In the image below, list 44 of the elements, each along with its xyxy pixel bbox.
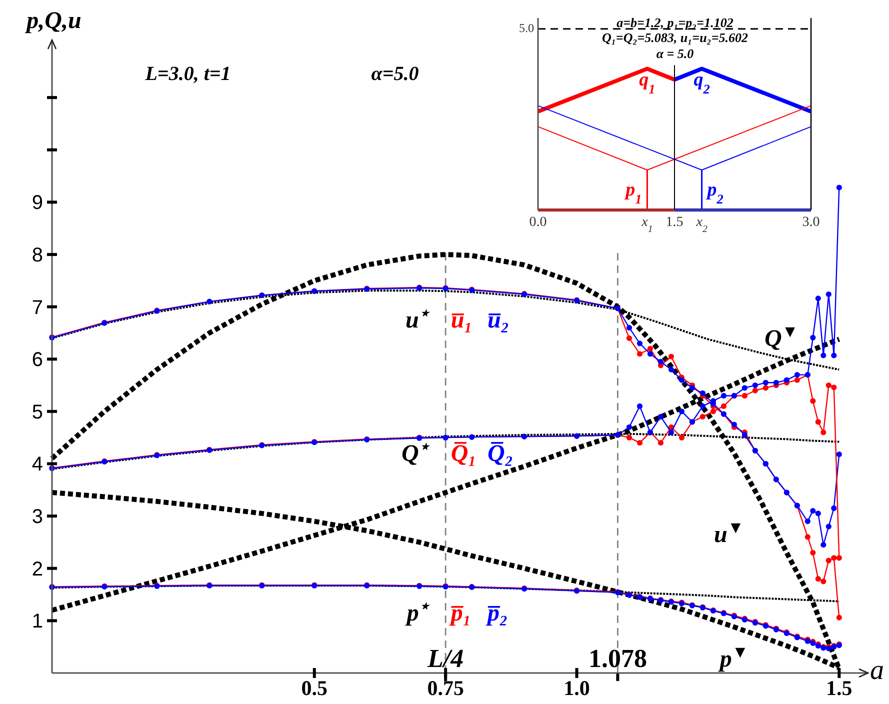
y-tick-label: 6 bbox=[32, 349, 43, 372]
annotation: α = 5.0 bbox=[656, 46, 694, 61]
ref-line-label: 1.078 bbox=[588, 644, 647, 673]
series-label: Q̅₁ bbox=[450, 441, 477, 468]
text: 5.0 bbox=[519, 21, 534, 35]
x-tick-label: 1.0 bbox=[564, 676, 590, 700]
x-tick-label: x$_{1}$ bbox=[640, 215, 653, 234]
y-tick-label: 7 bbox=[32, 296, 43, 319]
x-tick-label: 1.5 bbox=[826, 676, 852, 700]
x-tick-label: 1.5 bbox=[666, 215, 684, 230]
x-axis-title: a bbox=[870, 655, 884, 686]
chart-subtitle: Q₁=Q₂=5.083, u₁=u₂=5.602 bbox=[602, 30, 748, 45]
y-tick-label: 3 bbox=[32, 506, 43, 528]
series-label: Q$^{▼}$ bbox=[764, 322, 798, 352]
series-label: p̅₁ bbox=[448, 600, 472, 627]
series-label: q$_{1}$ bbox=[639, 69, 656, 96]
series-label: Q̅₂ bbox=[488, 441, 514, 468]
series-label: p$_{2}$ bbox=[705, 180, 724, 206]
series-label: u$^{▼}$ bbox=[714, 518, 744, 548]
series-label: u$^{⋆}$ bbox=[405, 303, 431, 334]
series-label: Q$^{⋆}$ bbox=[401, 436, 431, 468]
series-label: u̅₁ bbox=[450, 308, 473, 334]
series-label: p$_{1}$ bbox=[624, 180, 642, 206]
x-tick-label: 3.0 bbox=[802, 215, 820, 230]
y-tick-label: 9 bbox=[32, 192, 43, 214]
y-tick-label: 4 bbox=[32, 454, 43, 476]
series-label: p$^{⋆}$ bbox=[404, 596, 431, 627]
x-tick-label: x$_{2}$ bbox=[695, 215, 708, 234]
y-tick-label: 1 bbox=[32, 610, 43, 633]
annotation: L=3.0, t=1 bbox=[144, 63, 231, 85]
x-tick-label: 0.5 bbox=[301, 676, 328, 700]
x-tick-label: 0.75 bbox=[427, 676, 464, 700]
series-label: p̅₂ bbox=[486, 600, 508, 627]
y-axis-title: p,Q,u bbox=[24, 8, 82, 34]
chart-title: a=b=1.2, p₁=p₂=1.102 bbox=[616, 15, 734, 30]
y-tick-label: 5 bbox=[32, 401, 43, 424]
ref-line-label: L/4 bbox=[426, 644, 464, 673]
series-label: q$_{2}$ bbox=[694, 69, 710, 96]
series-label: p$^{▼}$ bbox=[718, 642, 748, 673]
series-label: u̅₂ bbox=[488, 308, 510, 334]
y-tick-label: 8 bbox=[32, 244, 43, 266]
annotation: α=5.0 bbox=[371, 63, 419, 85]
x-tick-label: 0.0 bbox=[529, 215, 547, 230]
y-tick-label: 2 bbox=[32, 558, 43, 580]
